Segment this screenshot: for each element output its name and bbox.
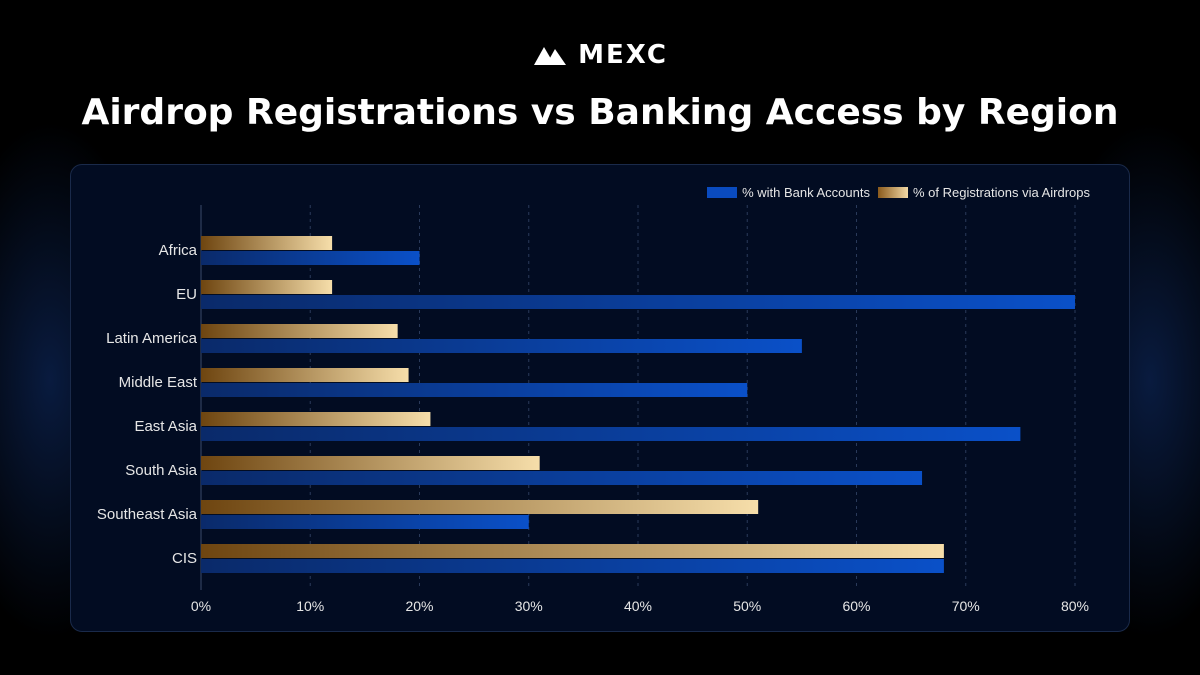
bar-airdrop: [201, 236, 333, 250]
legend-label-airdrop: % of Registrations via Airdrops: [912, 185, 1090, 200]
bar-airdrop: [201, 280, 333, 294]
brand-name: MEXC: [578, 40, 668, 70]
brand-header: MEXC: [0, 40, 1200, 70]
x-tick-label: 70%: [952, 598, 980, 614]
x-tick-label: 60%: [842, 598, 870, 614]
category-label: Africa: [159, 242, 198, 259]
bar-bank: [201, 295, 1075, 309]
x-tick-label: 30%: [515, 598, 543, 614]
bar-airdrop: [201, 412, 431, 426]
category-label: CIS: [172, 550, 197, 567]
legend-swatch-bank: [707, 187, 738, 198]
category-label: South Asia: [125, 462, 197, 479]
bar-bank: [201, 383, 748, 397]
bar-airdrop: [201, 500, 759, 514]
x-tick-label: 50%: [733, 598, 761, 614]
x-tick-label: 0%: [191, 598, 211, 614]
x-tick-label: 10%: [296, 598, 324, 614]
bar-bank: [201, 339, 802, 353]
x-tick-label: 80%: [1061, 598, 1089, 614]
category-label: Southeast Asia: [97, 506, 198, 523]
bar-bank: [201, 559, 944, 573]
legend-label-bank: % with Bank Accounts: [742, 185, 870, 200]
bar-airdrop: [201, 544, 944, 558]
bar-bank: [201, 251, 420, 265]
legend-item-airdrop: % of Registrations via Airdrops: [877, 185, 1090, 200]
x-tick-label: 20%: [405, 598, 433, 614]
category-label: EU: [176, 286, 197, 303]
category-label: Latin America: [106, 330, 198, 347]
bar-bank: [201, 515, 529, 529]
mexc-logo-icon: [534, 47, 567, 65]
x-tick-label: 40%: [624, 598, 652, 614]
bar-airdrop: [201, 324, 398, 338]
chart-title: Airdrop Registrations vs Banking Access …: [81, 92, 1119, 133]
category-label: Middle East: [119, 374, 198, 391]
category-label: East Asia: [134, 418, 197, 435]
bar-airdrop: [201, 456, 540, 470]
bar-bank: [201, 471, 923, 485]
chart-legend: % with Bank Accounts % of Registrations …: [707, 185, 1090, 200]
bar-bank: [201, 427, 1021, 441]
bar-airdrop: [201, 368, 409, 382]
legend-item-bank: % with Bank Accounts: [707, 185, 870, 200]
legend-swatch-airdrop: [877, 187, 908, 198]
